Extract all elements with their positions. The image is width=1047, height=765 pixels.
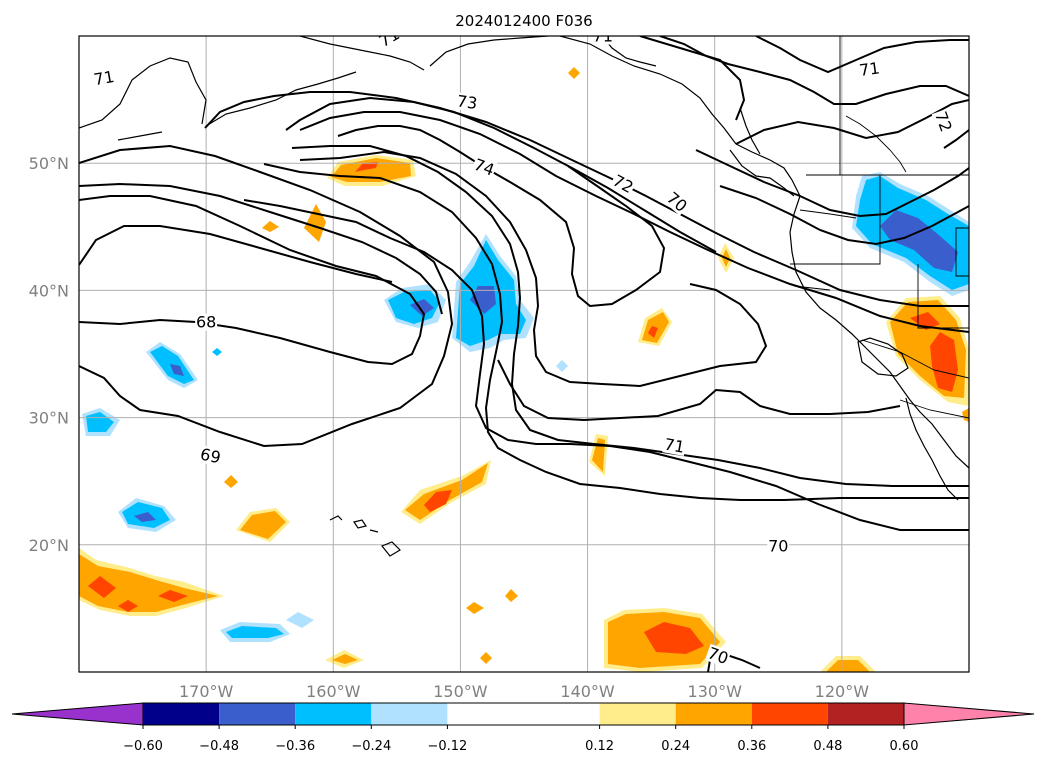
- x-tick-label: 140°W: [560, 682, 615, 701]
- contour-label: 70: [767, 537, 790, 556]
- x-tick-label: 160°W: [306, 682, 361, 701]
- contour-label-text: 71: [663, 435, 686, 457]
- contour-label-text: 71: [593, 27, 613, 46]
- contour-label-text: 69: [199, 444, 223, 467]
- anomaly-positive: [480, 652, 492, 664]
- colorbar-tick-label: −0.24: [351, 739, 391, 754]
- contour-label-text: 70: [768, 537, 788, 556]
- colorbar-over-extend: [903, 702, 1035, 726]
- anomaly-positive: [826, 660, 870, 672]
- contour-label: 69: [197, 444, 224, 467]
- anomaly-positive: [262, 221, 279, 232]
- map-frame: [78, 35, 970, 673]
- contour-label: 68: [195, 313, 218, 332]
- anomaly-negative: [134, 512, 156, 522]
- x-tick-label: 150°W: [433, 682, 488, 701]
- anomaly-negative: [170, 364, 184, 376]
- chart-title: 2024012400 F036: [455, 12, 592, 30]
- colorbar-bin: [447, 703, 600, 725]
- contour-label: 71: [591, 27, 614, 46]
- political-borders: [790, 36, 969, 419]
- anomaly-positive: [224, 475, 238, 488]
- anomaly-negative: [470, 286, 496, 314]
- anomaly-positive: [158, 590, 188, 602]
- contour-label: 71: [662, 435, 687, 457]
- contour-label: 73: [455, 91, 480, 113]
- latitude-ticks: 50°N 40°N 30°N 20°N: [29, 154, 69, 555]
- x-tick-label: 170°W: [179, 682, 234, 701]
- colorbar-bin: [371, 703, 448, 725]
- colorbar-tick-label: −0.36: [275, 739, 315, 754]
- anomaly-negative: [212, 348, 222, 356]
- anomaly-positive: [962, 408, 969, 422]
- colorbar-frame: [142, 702, 905, 726]
- colorbar-tick-label: 0.48: [813, 739, 842, 754]
- anomaly-positive: [644, 622, 704, 654]
- anomaly-positive: [930, 332, 958, 392]
- colorbar-bin: [143, 703, 220, 725]
- anomaly-positive: [304, 204, 326, 242]
- anomaly-positive: [568, 67, 580, 79]
- anomaly-negative: [880, 210, 958, 272]
- colorbar-bin: [751, 703, 828, 725]
- colorbar-bin: [219, 703, 296, 725]
- anomaly-positive: [332, 654, 358, 664]
- colorbar-under-extend: [11, 702, 144, 726]
- colorbar-tick-label: 0.12: [585, 739, 614, 754]
- grid-lines: [79, 36, 969, 672]
- anomaly-negative: [556, 360, 568, 372]
- x-tick-label: 120°W: [815, 682, 870, 701]
- anomaly-positive: [355, 162, 378, 172]
- anomaly-positive: [505, 589, 518, 602]
- y-tick-label: 30°N: [29, 409, 69, 428]
- colorbar-bin: [675, 703, 752, 725]
- colorbar-tick-label: 0.60: [890, 739, 919, 754]
- anomaly-negative: [286, 612, 314, 628]
- colorbar-bin: [827, 703, 904, 725]
- colorbar-tick-label: −0.60: [123, 739, 163, 754]
- anomaly-negative: [86, 412, 114, 432]
- anomaly-positive: [118, 600, 138, 612]
- y-tick-label: 50°N: [29, 154, 69, 173]
- anomaly-positive: [466, 602, 484, 614]
- contour-label: 71: [857, 58, 882, 80]
- contour-label-text: 68: [196, 313, 216, 332]
- contour-label: 71: [91, 67, 117, 89]
- colorbar-tick-label: −0.12: [427, 739, 467, 754]
- anomaly-positive: [240, 511, 286, 539]
- colorbar-bin: [295, 703, 372, 725]
- contour-label-text: 71: [858, 58, 881, 80]
- colorbar-bin: [599, 703, 676, 725]
- longitude-ticks: 170°W 160°W 150°W 140°W 130°W 120°W: [179, 682, 869, 701]
- contour-label-text: 73: [456, 91, 479, 113]
- anomaly-positive: [910, 312, 940, 330]
- colorbar-tick-label: 0.36: [737, 739, 766, 754]
- y-tick-label: 20°N: [29, 536, 69, 555]
- anomaly-negative: [226, 626, 284, 638]
- anomaly-positive: [648, 326, 658, 338]
- colorbar-tick-label: 0.24: [661, 739, 690, 754]
- anomaly-positive: [424, 490, 452, 512]
- anomaly-positive: [88, 576, 116, 598]
- colorbar: −0.60 −0.48 −0.36 −0.24 −0.12 0.12 0.24 0.36 0.4…: [11, 702, 1035, 754]
- y-tick-label: 40°N: [29, 281, 69, 300]
- contour-label-text: 71: [92, 67, 115, 89]
- x-tick-label: 130°W: [688, 682, 743, 701]
- colorbar-tick-label: −0.48: [199, 739, 239, 754]
